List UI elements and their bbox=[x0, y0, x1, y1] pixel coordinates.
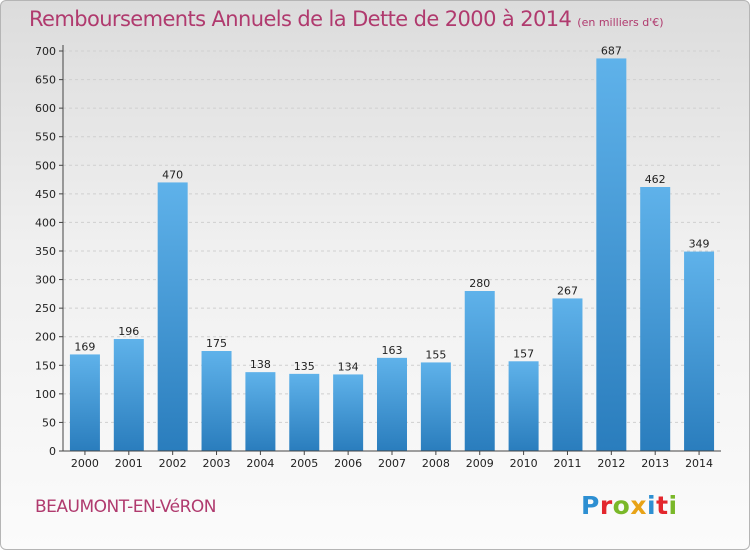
proxiti-logo: Proxiti bbox=[581, 491, 678, 520]
bar bbox=[289, 373, 320, 451]
x-tick-label: 2003 bbox=[203, 457, 231, 470]
data-label: 462 bbox=[645, 173, 666, 186]
x-tick-label: 2011 bbox=[553, 457, 581, 470]
data-label: 157 bbox=[513, 347, 534, 360]
y-tick-label: 50 bbox=[42, 416, 56, 429]
bar bbox=[157, 182, 188, 451]
x-tick-label: 2010 bbox=[510, 457, 538, 470]
bar bbox=[113, 339, 144, 451]
x-tick-label: 2012 bbox=[597, 457, 625, 470]
y-tick-label: 550 bbox=[35, 131, 56, 144]
data-label: 687 bbox=[601, 44, 622, 57]
data-label: 470 bbox=[162, 168, 183, 181]
y-tick-label: 300 bbox=[35, 274, 56, 287]
y-tick-label: 250 bbox=[35, 302, 56, 315]
x-tick-label: 2013 bbox=[641, 457, 669, 470]
bar bbox=[69, 354, 100, 451]
data-label: 349 bbox=[689, 238, 710, 251]
y-tick-label: 450 bbox=[35, 188, 56, 201]
x-tick-label: 2000 bbox=[71, 457, 99, 470]
y-tick-label: 400 bbox=[35, 216, 56, 229]
bar bbox=[377, 357, 407, 451]
bar bbox=[640, 187, 671, 451]
bar bbox=[420, 362, 451, 451]
y-tick-label: 350 bbox=[35, 245, 56, 258]
x-tick-label: 2004 bbox=[246, 457, 274, 470]
bar bbox=[245, 372, 276, 451]
x-tick-label: 2014 bbox=[685, 457, 713, 470]
commune-name: BEAUMONT-EN-VéRON bbox=[35, 497, 216, 517]
x-tick-label: 2009 bbox=[466, 457, 494, 470]
chart-title-text: Remboursements Annuels de la Dette de 20… bbox=[29, 7, 572, 31]
data-label: 175 bbox=[206, 337, 227, 350]
data-label: 169 bbox=[74, 340, 95, 353]
chart-unit: (en milliers d'€) bbox=[577, 16, 664, 29]
data-label: 163 bbox=[382, 344, 403, 357]
y-tick-label: 600 bbox=[35, 102, 56, 115]
x-tick-label: 2001 bbox=[115, 457, 143, 470]
data-label: 155 bbox=[425, 348, 446, 361]
data-label: 267 bbox=[557, 284, 578, 297]
chart-title: Remboursements Annuels de la Dette de 20… bbox=[29, 7, 664, 31]
bar bbox=[464, 291, 495, 451]
bar bbox=[596, 58, 627, 452]
bar bbox=[508, 361, 539, 451]
data-label: 135 bbox=[294, 360, 315, 373]
y-tick-label: 150 bbox=[35, 359, 56, 372]
y-tick-label: 650 bbox=[35, 74, 56, 87]
data-label: 134 bbox=[338, 360, 359, 373]
data-label: 196 bbox=[118, 325, 139, 338]
bar bbox=[552, 298, 583, 451]
y-tick-label: 0 bbox=[49, 445, 56, 458]
bar bbox=[333, 374, 364, 451]
bar bbox=[201, 351, 232, 451]
data-label: 280 bbox=[469, 277, 490, 290]
data-label: 138 bbox=[250, 358, 271, 371]
x-tick-label: 2002 bbox=[159, 457, 187, 470]
x-tick-label: 2006 bbox=[334, 457, 362, 470]
x-tick-label: 2005 bbox=[290, 457, 318, 470]
bar bbox=[684, 251, 715, 451]
y-tick-label: 500 bbox=[35, 159, 56, 172]
x-tick-label: 2007 bbox=[378, 457, 406, 470]
y-tick-label: 100 bbox=[35, 388, 56, 401]
y-tick-label: 200 bbox=[35, 331, 56, 344]
x-tick-label: 2008 bbox=[422, 457, 450, 470]
y-tick-label: 700 bbox=[35, 45, 56, 58]
